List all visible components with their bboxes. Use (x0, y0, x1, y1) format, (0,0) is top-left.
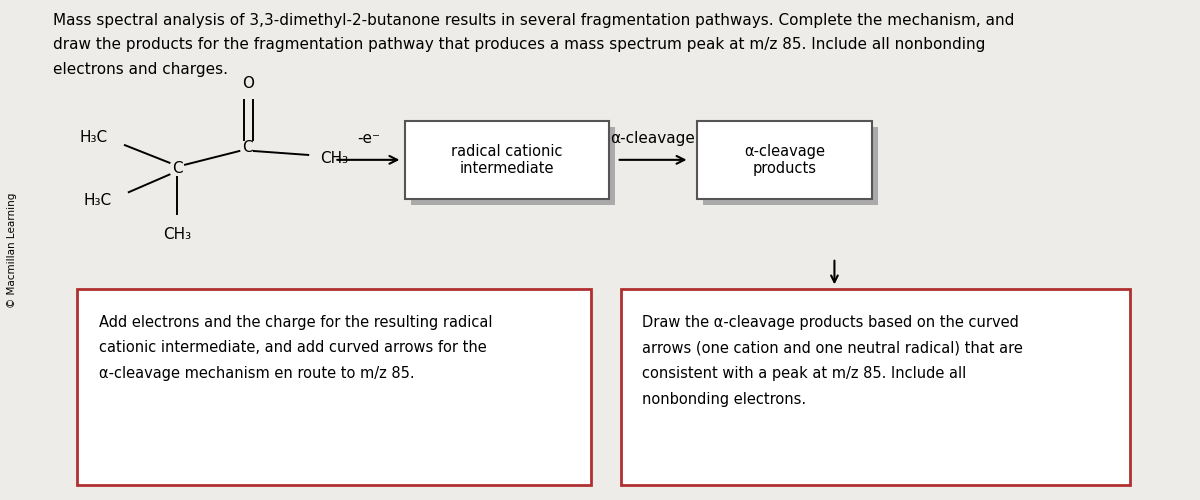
Text: Draw the α-cleavage products based on the curved
arrows (one cation and one neut: Draw the α-cleavage products based on th… (642, 314, 1022, 407)
Text: α-cleavage: α-cleavage (611, 131, 696, 146)
Text: Add electrons and the charge for the resulting radical
cationic intermediate, an: Add electrons and the charge for the res… (98, 314, 492, 382)
FancyBboxPatch shape (620, 289, 1130, 485)
FancyBboxPatch shape (77, 289, 592, 485)
Text: H₃C: H₃C (79, 130, 108, 145)
Text: -e⁻: -e⁻ (356, 131, 380, 146)
Text: electrons and charges.: electrons and charges. (53, 62, 228, 77)
Text: H₃C: H₃C (83, 192, 112, 208)
Text: © Macmillan Learning: © Macmillan Learning (7, 192, 17, 308)
FancyBboxPatch shape (412, 126, 614, 205)
Text: C: C (241, 140, 252, 154)
Text: Mass spectral analysis of 3,3-dimethyl-2-butanone results in several fragmentati: Mass spectral analysis of 3,3-dimethyl-2… (53, 13, 1014, 28)
Text: CH₃: CH₃ (320, 152, 348, 166)
Text: draw the products for the fragmentation pathway that produces a mass spectrum pe: draw the products for the fragmentation … (53, 38, 985, 52)
FancyBboxPatch shape (703, 126, 877, 205)
FancyBboxPatch shape (406, 120, 608, 199)
Text: CH₃: CH₃ (163, 228, 191, 242)
Text: radical cationic
intermediate: radical cationic intermediate (451, 144, 563, 176)
FancyBboxPatch shape (697, 120, 871, 199)
Text: O: O (242, 76, 254, 91)
Text: α-cleavage
products: α-cleavage products (744, 144, 824, 176)
Text: C: C (172, 161, 182, 176)
